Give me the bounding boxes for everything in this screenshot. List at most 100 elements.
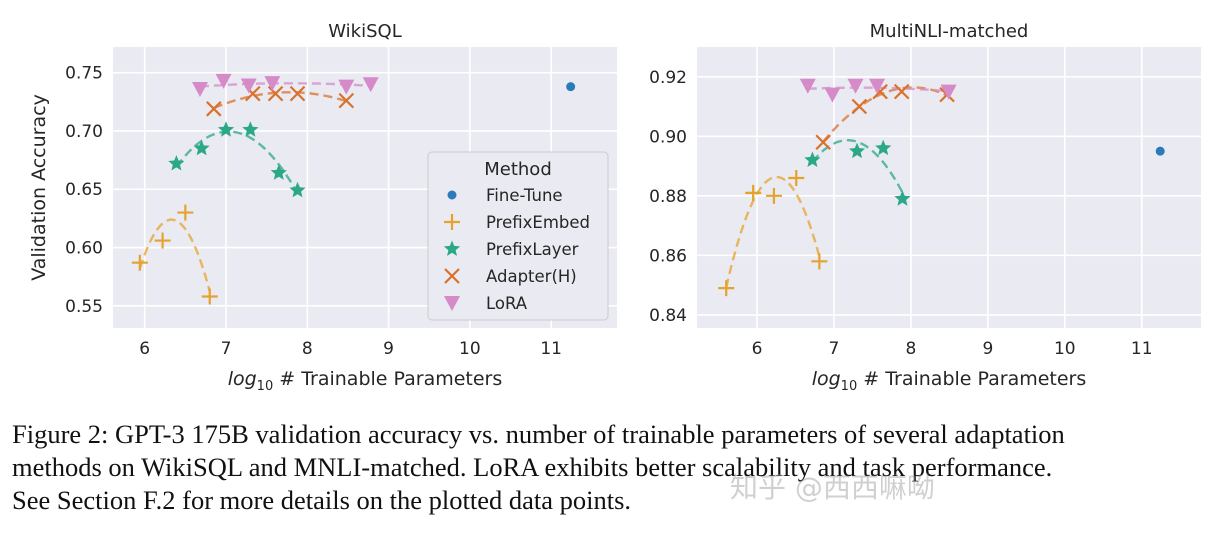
- y-tick-label: 0.92: [649, 68, 687, 88]
- data-point: [215, 73, 232, 89]
- fit-curve: [822, 86, 948, 143]
- legend-marker: [444, 214, 460, 230]
- series-fine-tune: [566, 82, 576, 92]
- y-tick-label: 0.65: [65, 180, 103, 200]
- legend-label: PrefixEmbed: [486, 213, 590, 232]
- data-point: [799, 78, 816, 94]
- data-point: [264, 76, 281, 92]
- series-prefixembed: [131, 204, 218, 305]
- x-tick-label: 7: [829, 339, 840, 359]
- data-point: [267, 85, 284, 102]
- legend-marker: [444, 268, 460, 284]
- data-point: [1155, 146, 1165, 156]
- data-point: [338, 92, 355, 109]
- y-tick-label: 0.86: [649, 246, 687, 266]
- subplot-title: WikiSQL: [328, 21, 401, 42]
- legend: Method Fine-Tune PrefixEmbed PrefixLayer Ada…: [427, 151, 609, 321]
- data-point: [201, 288, 218, 305]
- x-tick-label: 9: [982, 339, 993, 359]
- data-point: [815, 134, 831, 151]
- x-tick-label: 6: [139, 339, 150, 359]
- x-tick-label: 9: [383, 339, 394, 359]
- caption-line: Figure 2: GPT-3 175B validation accuracy…: [12, 419, 1065, 449]
- x-tick-label: 10: [1054, 339, 1076, 359]
- x-tick-label: 11: [540, 339, 562, 359]
- subplot-2: 6 7 8 9 10 11 0.84 0.86 0.88 0.90 0.92 MultiNLI-mat…: [649, 21, 1201, 394]
- y-tick-label: 0.84: [649, 306, 687, 326]
- subplot-1: 6 7 8 9 10 11 0.55 0.60 0.65 0.70 0.75 WikiSQL log10…: [28, 21, 617, 394]
- series-prefixlayer: [168, 121, 306, 198]
- y-tick-label: 0.55: [65, 297, 103, 317]
- fit-curve: [725, 175, 821, 288]
- legend-label: Adapter(H): [486, 267, 577, 286]
- y-tick-label: 0.75: [65, 64, 103, 84]
- subplot-title: MultiNLI-matched: [870, 21, 1029, 42]
- figure-caption: Figure 2: GPT-3 175B validation accuracy…: [12, 418, 1219, 517]
- data-point: [851, 98, 868, 115]
- series-prefixembed: [718, 169, 828, 297]
- data-point: [206, 101, 222, 117]
- data-point: [893, 83, 910, 100]
- y-tick-label: 0.60: [65, 239, 103, 259]
- data-point: [193, 139, 210, 156]
- legend-label: PrefixLayer: [486, 240, 579, 259]
- data-point: [869, 78, 886, 94]
- data-point: [745, 184, 762, 201]
- x-tick-label: 6: [752, 339, 763, 359]
- data-point: [242, 121, 259, 137]
- caption-line: See Section F.2 for more details on the …: [12, 485, 632, 515]
- data-point: [289, 181, 306, 198]
- y-tick-label: 0.90: [649, 127, 687, 147]
- data-point: [270, 164, 287, 180]
- x-tick-label: 10: [459, 339, 481, 359]
- data-point: [177, 204, 194, 221]
- y-tick-label: 0.88: [649, 187, 687, 207]
- legend-title: Method: [484, 159, 552, 180]
- data-point: [804, 151, 821, 167]
- series-prefixlayer: [804, 139, 911, 206]
- data-point: [940, 84, 957, 100]
- data-point: [811, 253, 828, 270]
- data-point: [154, 232, 171, 249]
- legend-label: LoRA: [486, 294, 528, 313]
- data-point: [289, 85, 306, 102]
- fit-curve: [213, 91, 347, 110]
- x-axis-label: log10 # Trainable Parameters: [812, 368, 1087, 394]
- data-point: [240, 78, 257, 94]
- fit-curve: [138, 218, 211, 292]
- series-fine-tune: [1155, 146, 1165, 156]
- data-point: [191, 81, 208, 97]
- data-point: [131, 254, 148, 271]
- data-point: [824, 87, 841, 103]
- x-tick-label: 11: [1131, 339, 1153, 359]
- fit-curve: [175, 130, 299, 195]
- x-tick-label: 8: [302, 339, 313, 359]
- data-point: [718, 280, 735, 297]
- data-point: [875, 139, 892, 156]
- x-tick-label: 8: [905, 339, 916, 359]
- data-point: [765, 187, 782, 204]
- data-point: [849, 142, 866, 159]
- legend-marker: [443, 240, 461, 256]
- legend-box: [427, 151, 609, 321]
- legend-marker: [447, 190, 457, 200]
- legend-label: Fine-Tune: [486, 186, 563, 205]
- legend-marker: [444, 296, 460, 311]
- caption-line: methods on WikiSQL and MNLI-matched. LoR…: [12, 452, 1053, 482]
- data-point: [338, 79, 355, 95]
- y-axis-label: Validation Accuracy: [28, 94, 50, 281]
- data-point: [168, 155, 185, 171]
- series-lora: [799, 78, 957, 103]
- data-point: [217, 121, 235, 137]
- series-adapter-h-: [206, 85, 355, 117]
- x-tick-label: 7: [221, 339, 232, 359]
- data-point: [847, 78, 864, 94]
- series-lora: [191, 73, 379, 97]
- figure: 6 7 8 9 10 11 0.55 0.60 0.65 0.70 0.75 WikiSQL log10…: [28, 21, 1201, 394]
- data-point: [362, 77, 379, 93]
- data-point: [894, 190, 911, 206]
- y-tick-label: 0.70: [65, 122, 103, 142]
- watermark: 知乎 @西西嘛呦: [730, 471, 935, 504]
- data-point: [566, 82, 576, 92]
- x-axis-label: log10 # Trainable Parameters: [228, 368, 503, 394]
